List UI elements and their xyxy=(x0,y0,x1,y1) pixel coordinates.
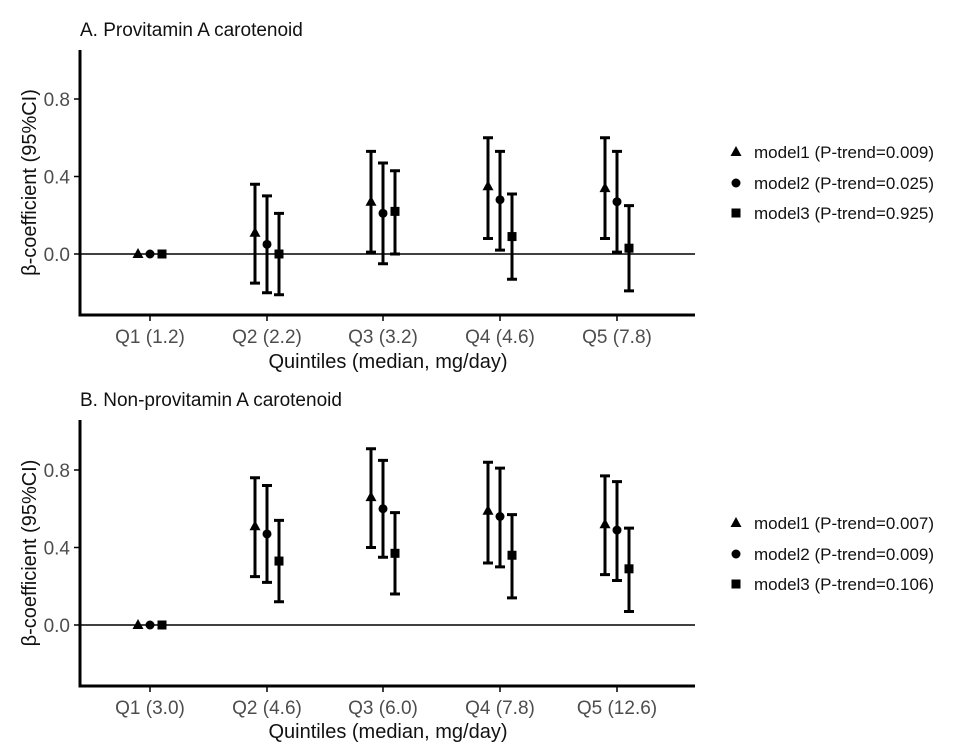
x-tick-label: Q1 (1.2) xyxy=(115,327,185,348)
y-tick-label: 0.0 xyxy=(44,616,70,637)
legend-item: model2 (P-trend=0.009) xyxy=(731,545,934,564)
legend-item: model1 (P-trend=0.009) xyxy=(730,143,934,162)
y-tick-label: 0.4 xyxy=(44,539,71,560)
chart-panel-b: B. Non-provitamin A carotenoid 0.0 0.4 0.8 Q… xyxy=(19,390,934,743)
data-point xyxy=(365,491,377,502)
square-legend-key xyxy=(731,579,741,589)
data-point xyxy=(390,548,400,558)
y-tick-label: 0.8 xyxy=(44,461,70,482)
circle-legend-key xyxy=(731,549,741,559)
data-point xyxy=(507,550,517,560)
x-tick-label: Q4 (7.8) xyxy=(465,698,535,719)
series-circle xyxy=(145,458,622,630)
data-point xyxy=(599,182,611,193)
data-point xyxy=(507,232,517,242)
x-tick-label: Q2 (4.6) xyxy=(232,698,302,719)
chart-panel-a: A. Provitamin A carotenoid 0.0 0.4 0.8 Q1 (1… xyxy=(19,20,934,373)
x-tick-label: Q5 (12.6) xyxy=(577,698,657,719)
legend-item: model2 (P-trend=0.025) xyxy=(731,174,934,193)
x-tick-label: Q4 (4.6) xyxy=(465,327,535,348)
data-point xyxy=(599,518,611,529)
data-point xyxy=(495,512,505,521)
data-point xyxy=(612,197,622,207)
y-tick-label: 0.0 xyxy=(44,245,70,266)
data-point xyxy=(132,248,144,258)
data-point xyxy=(132,619,144,629)
data-point xyxy=(495,195,505,205)
data-point xyxy=(624,243,634,253)
legend-label: model3 (P-trend=0.106) xyxy=(754,575,934,594)
square-legend-key xyxy=(731,208,741,218)
data-point xyxy=(482,180,494,191)
data-point xyxy=(262,529,272,539)
data-point xyxy=(390,206,400,216)
series-square xyxy=(157,169,634,297)
data-point xyxy=(274,556,284,566)
data-point xyxy=(249,226,261,237)
legend-item: model3 (P-trend=0.925) xyxy=(731,204,934,223)
x-axis-title: Quintiles (median, mg/day) xyxy=(269,351,508,373)
data-point xyxy=(249,520,261,531)
x-tick-label: Q2 (2.2) xyxy=(232,327,302,348)
panel-title: A. Provitamin A carotenoid xyxy=(80,20,303,41)
legend-label: model2 (P-trend=0.009) xyxy=(754,545,934,564)
x-axis-title: Quintiles (median, mg/day) xyxy=(269,721,508,743)
circle-legend-key xyxy=(731,178,741,188)
data-point xyxy=(378,504,388,514)
y-tick-label: 0.4 xyxy=(44,168,71,189)
data-point xyxy=(365,195,377,206)
series-square xyxy=(157,511,634,630)
triangle-legend-key xyxy=(730,517,742,527)
legend-item: model1 (P-trend=0.007) xyxy=(730,514,934,533)
y-axis-title: β-coefficient (95%CI) xyxy=(19,89,41,276)
data-point xyxy=(157,249,167,259)
data-point xyxy=(157,620,167,630)
data-point xyxy=(612,525,622,535)
legend-label: model3 (P-trend=0.925) xyxy=(754,204,934,223)
legend-item: model3 (P-trend=0.106) xyxy=(731,575,934,594)
series-triangle xyxy=(132,447,611,629)
data-point xyxy=(482,504,494,515)
y-tick-label: 0.8 xyxy=(44,90,70,111)
x-tick-label: Q5 (7.8) xyxy=(582,327,652,348)
data-point xyxy=(145,249,155,259)
x-tick-label: Q1 (3.0) xyxy=(115,698,185,719)
x-tick-label: Q3 (3.2) xyxy=(348,327,418,348)
y-axis-title: β-coefficient (95%CI) xyxy=(19,460,41,647)
series-triangle xyxy=(132,136,611,285)
legend-label: model1 (P-trend=0.007) xyxy=(754,514,934,533)
data-point xyxy=(378,208,388,218)
panel-title: B. Non-provitamin A carotenoid xyxy=(80,390,342,411)
x-tick-label: Q3 (6.0) xyxy=(348,698,418,719)
data-point xyxy=(624,564,634,574)
data-point xyxy=(262,239,272,249)
series-circle xyxy=(145,149,622,295)
data-point xyxy=(274,249,284,259)
triangle-legend-key xyxy=(730,146,742,156)
legend-label: model2 (P-trend=0.025) xyxy=(754,174,934,193)
data-point xyxy=(145,620,155,630)
legend-label: model1 (P-trend=0.009) xyxy=(754,143,934,162)
